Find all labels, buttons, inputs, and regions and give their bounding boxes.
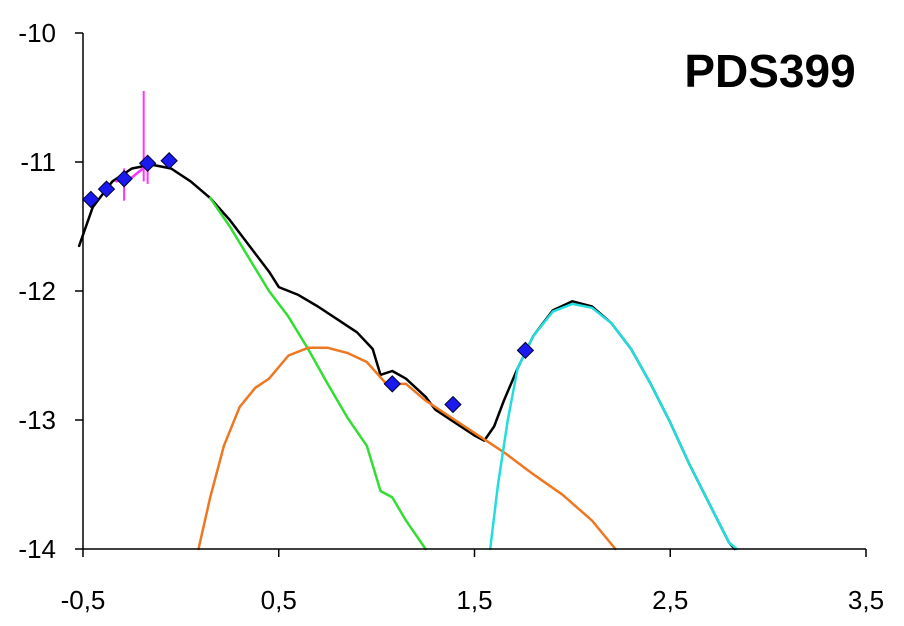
curves-layer	[77, 163, 739, 551]
y-tick-label-0: -10	[18, 18, 56, 48]
x-tick-label-3: 2,5	[652, 585, 688, 615]
data-point-1	[97, 180, 116, 198]
ticks-layer: -0,5 0,5 1,5 2,5 3,5 -10 -11 -12 -13 -14	[18, 18, 884, 615]
x-tick-label-2: 1,5	[456, 585, 492, 615]
marker-layer	[82, 152, 535, 414]
data-point-3	[138, 154, 157, 172]
series-line-1	[208, 196, 427, 551]
data-point-4	[160, 152, 178, 170]
y-tick-label-4: -14	[18, 534, 56, 564]
x-tick-label-4: 3,5	[848, 585, 884, 615]
y-tick-label-2: -12	[18, 276, 56, 306]
x-tick-label-0: -0,5	[61, 585, 106, 615]
data-point-2	[115, 170, 133, 188]
series-line-3	[488, 302, 739, 551]
data-point-5	[383, 375, 401, 393]
x-tick-label-1: 0,5	[261, 585, 297, 615]
chart-title: PDS399	[684, 45, 855, 97]
y-tick-label-3: -13	[18, 405, 56, 435]
y-tick-label-1: -11	[20, 147, 56, 177]
data-point-7	[516, 341, 535, 360]
data-point-6	[444, 395, 462, 414]
errorbar-layer	[123, 91, 149, 201]
axes-layer	[82, 33, 866, 550]
series-line-2	[197, 346, 617, 551]
data-point-0	[82, 190, 100, 209]
